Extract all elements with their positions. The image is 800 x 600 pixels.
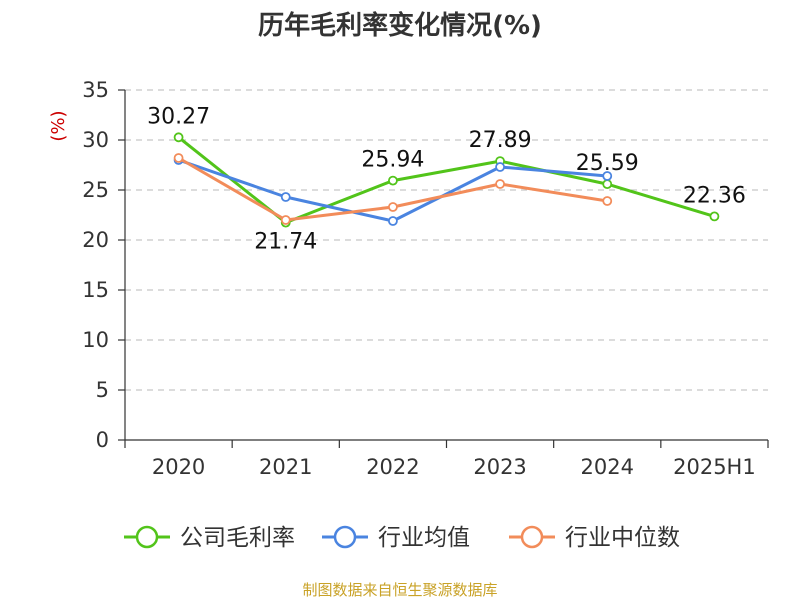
data-label: 21.74: [254, 230, 317, 255]
data-point[interactable]: [602, 171, 613, 181]
legend-label: 公司毛利率: [180, 525, 295, 551]
data-point[interactable]: [280, 215, 291, 225]
axes: 0 5 10 15 20 25 30 35 2020 2021 2022 2023 2024 2025H1: [82, 78, 769, 479]
x-tick-label: 2021: [259, 455, 312, 479]
legend-label: 行业均值: [378, 525, 470, 551]
data-point[interactable]: [495, 179, 505, 189]
y-tick-label: 20: [82, 228, 109, 252]
data-point[interactable]: [388, 202, 398, 212]
data-label: 25.94: [361, 148, 424, 173]
x-tick-label: 2025H1: [673, 455, 756, 479]
source-note: 制图数据来自恒生聚源数据库: [302, 581, 497, 599]
legend: 公司毛利率 行业均值 行业中位数: [124, 525, 680, 551]
data-point[interactable]: [495, 162, 505, 172]
data-label: 30.27: [147, 104, 210, 129]
y-tick-label: 10: [82, 328, 109, 352]
legend-marker-icon: [135, 525, 159, 549]
chart-title: 历年毛利率变化情况(%): [258, 10, 542, 41]
data-point[interactable]: [280, 192, 291, 202]
y-tick-label: 35: [82, 78, 109, 102]
legend-marker-icon: [333, 525, 357, 549]
y-tick-label: 30: [82, 128, 109, 152]
legend-item-1[interactable]: 公司毛利率: [124, 525, 295, 551]
series-line-1: [177, 136, 715, 225]
data-point[interactable]: [602, 196, 613, 206]
legend-item-3[interactable]: 行业中位数: [509, 525, 680, 551]
data-point[interactable]: [173, 153, 184, 163]
y-tick-label: 0: [96, 428, 109, 452]
data-point[interactable]: [173, 132, 184, 143]
data-point[interactable]: [602, 179, 613, 190]
data-point[interactable]: [709, 211, 720, 222]
x-tick-label: 2024: [581, 455, 634, 479]
data-labels: 30.27 21.74 25.94 27.89 25.59 22.36: [147, 104, 746, 254]
legend-marker-icon: [520, 525, 544, 549]
series-lines: [173, 132, 720, 228]
y-tick-label: 5: [96, 378, 109, 402]
data-label: 22.36: [683, 183, 746, 208]
legend-item-2[interactable]: 行业均值: [322, 525, 470, 551]
x-tick-label: 2023: [473, 455, 526, 479]
data-point[interactable]: [388, 175, 398, 186]
y-tick-label: 15: [82, 278, 109, 302]
y-axis-label: (%): [48, 110, 69, 141]
x-tick-label: 2022: [366, 455, 419, 479]
data-label: 25.59: [576, 151, 639, 176]
x-tick-label: 2020: [152, 455, 205, 479]
legend-label: 行业中位数: [565, 525, 680, 551]
data-point[interactable]: [388, 216, 398, 226]
data-label: 27.89: [469, 128, 532, 153]
gridlines: [125, 89, 768, 391]
y-tick-label: 25: [82, 178, 109, 202]
